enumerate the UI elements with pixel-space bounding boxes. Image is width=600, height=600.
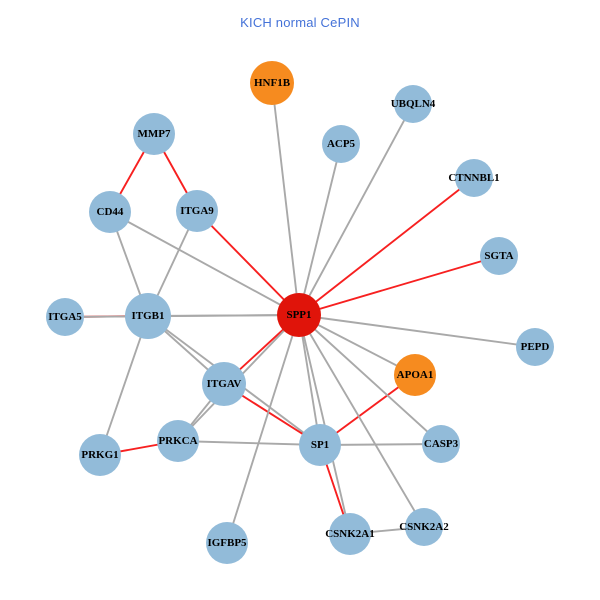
node-circle-prkg1[interactable] bbox=[79, 434, 121, 476]
node-label-itga5: ITGA5 bbox=[48, 311, 82, 323]
node-label-prkca: PRKCA bbox=[158, 435, 197, 447]
node-sp1[interactable]: SP1 bbox=[299, 424, 341, 466]
node-itga9[interactable]: ITGA9 bbox=[176, 190, 218, 232]
node-circle-cd44[interactable] bbox=[89, 191, 131, 233]
node-csnk2a2[interactable]: CSNK2A2 bbox=[399, 508, 449, 546]
edge-csnk2a2-spp1 bbox=[298, 314, 425, 528]
node-itgb1[interactable]: ITGB1 bbox=[125, 293, 171, 339]
edge-hnf1b-spp1 bbox=[271, 82, 300, 316]
node-label-prkg1: PRKG1 bbox=[81, 449, 118, 461]
edge-itgb1-spp1 bbox=[147, 314, 300, 317]
node-casp3[interactable]: CASP3 bbox=[422, 425, 460, 463]
node-circle-itgav[interactable] bbox=[202, 362, 246, 406]
node-circle-pepd[interactable] bbox=[516, 328, 554, 366]
node-label-apoa1: APOA1 bbox=[397, 369, 434, 381]
node-cd44[interactable]: CD44 bbox=[89, 191, 131, 233]
node-circle-casp3[interactable] bbox=[422, 425, 460, 463]
node-label-itgb1: ITGB1 bbox=[131, 310, 164, 322]
node-spp1[interactable]: SPP1 bbox=[277, 293, 321, 337]
node-circle-apoa1[interactable] bbox=[394, 354, 436, 396]
node-label-csnk2a2: CSNK2A2 bbox=[399, 521, 449, 533]
node-circle-ubqln4[interactable] bbox=[394, 85, 432, 123]
node-circle-itgb1[interactable] bbox=[125, 293, 171, 339]
node-label-itgav: ITGAV bbox=[207, 378, 242, 390]
node-sgta[interactable]: SGTA bbox=[480, 237, 518, 275]
edge-casp3-spp1 bbox=[298, 314, 442, 445]
node-circle-itga9[interactable] bbox=[176, 190, 218, 232]
node-itga5[interactable]: ITGA5 bbox=[46, 298, 84, 336]
node-circle-spp1[interactable] bbox=[277, 293, 321, 337]
node-circle-igfbp5[interactable] bbox=[206, 522, 248, 564]
node-circle-itga5[interactable] bbox=[46, 298, 84, 336]
node-circle-mmp7[interactable] bbox=[133, 113, 175, 155]
node-acp5[interactable]: ACP5 bbox=[322, 125, 360, 163]
edge-sgta-spp1 bbox=[298, 255, 500, 316]
node-circle-sp1[interactable] bbox=[299, 424, 341, 466]
node-circle-hnf1b[interactable] bbox=[250, 61, 294, 105]
node-label-csnk2a1: CSNK2A1 bbox=[325, 528, 375, 540]
edge-prkca-sp1 bbox=[177, 440, 321, 446]
edge-cd44-spp1 bbox=[109, 211, 300, 316]
node-label-hnf1b: HNF1B bbox=[254, 77, 291, 89]
node-label-sgta: SGTA bbox=[484, 250, 513, 262]
node-igfbp5[interactable]: IGFBP5 bbox=[206, 522, 248, 564]
node-itgav[interactable]: ITGAV bbox=[202, 362, 246, 406]
edge-ubqln4-spp1 bbox=[298, 103, 414, 316]
node-csnk2a1[interactable]: CSNK2A1 bbox=[325, 513, 375, 555]
page-title: KICH normal CePIN bbox=[240, 15, 360, 30]
node-label-pepd: PEPD bbox=[521, 341, 550, 353]
node-pepd[interactable]: PEPD bbox=[516, 328, 554, 366]
node-label-itga9: ITGA9 bbox=[180, 205, 214, 217]
edge-ctnnbl1-spp1 bbox=[298, 177, 475, 316]
node-label-cd44: CD44 bbox=[97, 206, 124, 218]
node-circle-prkca[interactable] bbox=[157, 420, 199, 462]
node-mmp7[interactable]: MMP7 bbox=[133, 113, 175, 155]
node-label-sp1: SP1 bbox=[311, 439, 329, 451]
node-label-ctnnbl1: CTNNBL1 bbox=[448, 172, 499, 184]
node-label-ubqln4: UBQLN4 bbox=[391, 98, 436, 110]
edge-igfbp5-spp1 bbox=[226, 314, 300, 544]
node-label-acp5: ACP5 bbox=[327, 138, 356, 150]
edge-acp5-spp1 bbox=[298, 143, 342, 316]
edge-itga9-spp1 bbox=[196, 210, 300, 316]
node-ctnnbl1[interactable]: CTNNBL1 bbox=[448, 159, 500, 197]
node-label-casp3: CASP3 bbox=[424, 438, 459, 450]
node-label-igfbp5: IGFBP5 bbox=[207, 537, 247, 549]
node-circle-csnk2a1[interactable] bbox=[329, 513, 371, 555]
node-prkca[interactable]: PRKCA bbox=[157, 420, 199, 462]
node-circle-sgta[interactable] bbox=[480, 237, 518, 275]
node-ubqln4[interactable]: UBQLN4 bbox=[391, 85, 436, 123]
node-circle-csnk2a2[interactable] bbox=[405, 508, 443, 546]
node-label-spp1: SPP1 bbox=[286, 309, 311, 321]
edge-pepd-spp1 bbox=[298, 314, 536, 348]
node-circle-ctnnbl1[interactable] bbox=[455, 159, 493, 197]
node-apoa1[interactable]: APOA1 bbox=[394, 354, 436, 396]
nodes-layer: HNF1B UBQLN4 ACP5 MMP7 CTNNBL1 CD44 ITGA9 SGTA I… bbox=[46, 61, 554, 564]
node-hnf1b[interactable]: HNF1B bbox=[250, 61, 294, 105]
edge-prkg1-itgb1 bbox=[99, 315, 149, 456]
node-prkg1[interactable]: PRKG1 bbox=[79, 434, 121, 476]
node-label-mmp7: MMP7 bbox=[138, 128, 171, 140]
node-circle-acp5[interactable] bbox=[322, 125, 360, 163]
